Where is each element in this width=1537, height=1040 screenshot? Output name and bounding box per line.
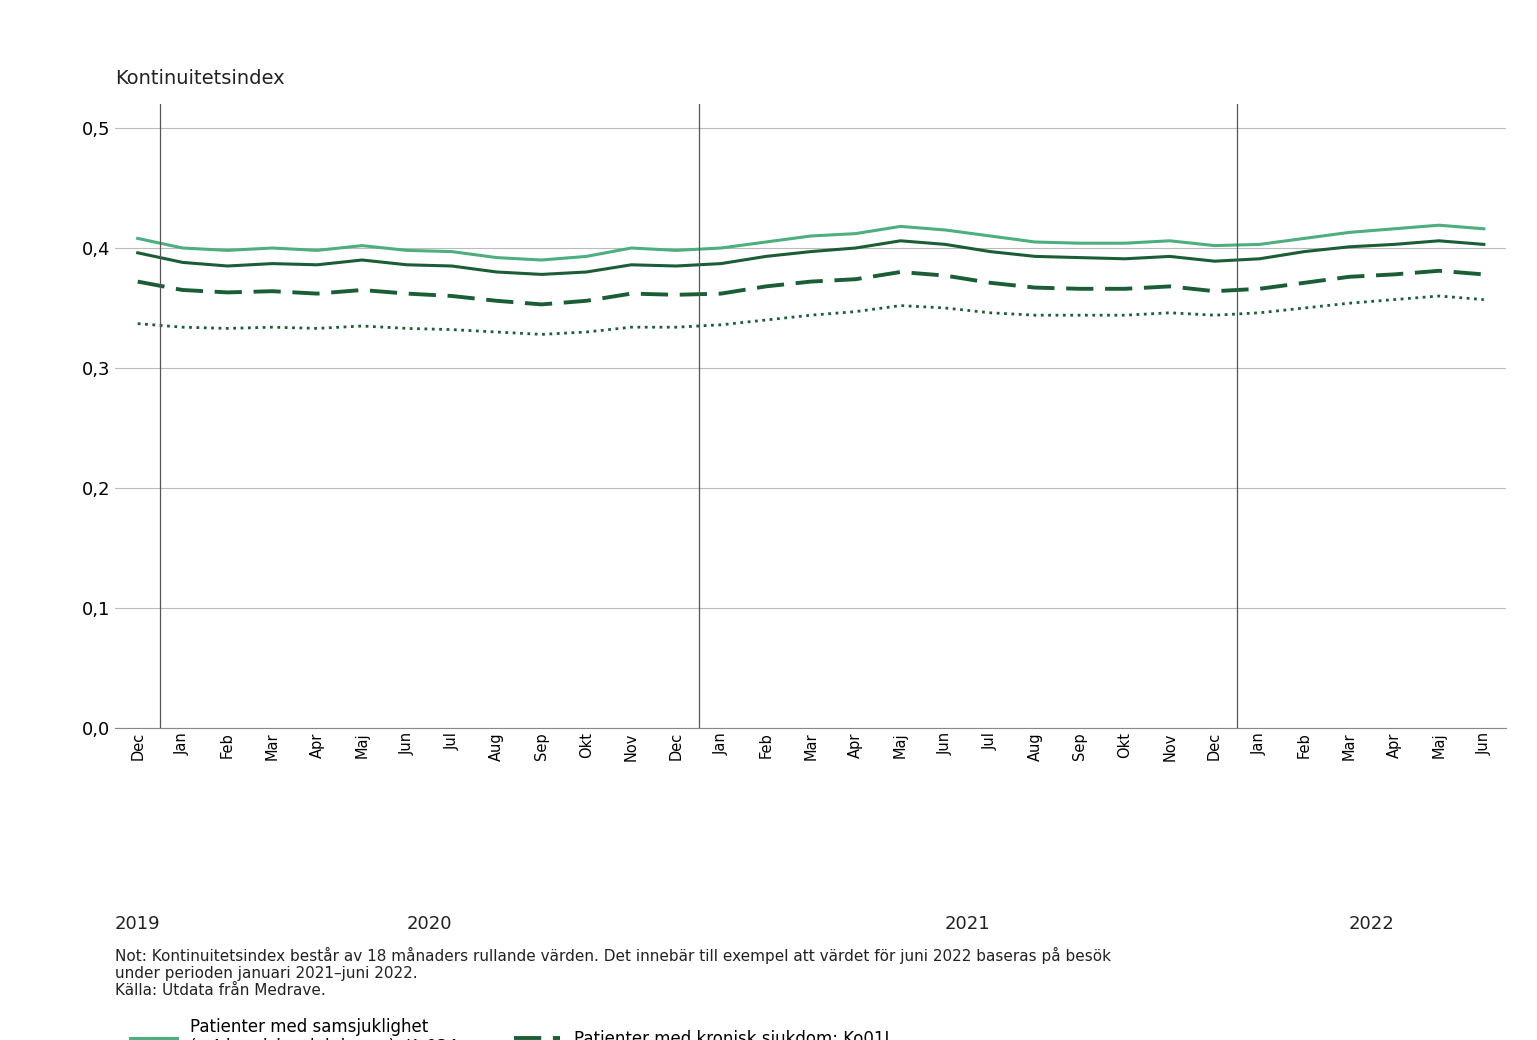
Text: Kontinuitetsindex: Kontinuitetsindex <box>115 70 284 88</box>
Legend: Patienter med samsjuklighet
(≥4 kroniska sjukdomar): Ko034, Patienter med samsju: Patienter med samsjuklighet (≥4 kroniska… <box>123 1011 901 1040</box>
Text: 2022: 2022 <box>1349 915 1394 933</box>
Text: 2021: 2021 <box>945 915 991 933</box>
Text: 2019: 2019 <box>115 915 160 933</box>
Text: Not: Kontinuitetsindex består av 18 månaders rullande värden. Det innebär till e: Not: Kontinuitetsindex består av 18 måna… <box>115 946 1111 998</box>
Text: 2020: 2020 <box>407 915 452 933</box>
